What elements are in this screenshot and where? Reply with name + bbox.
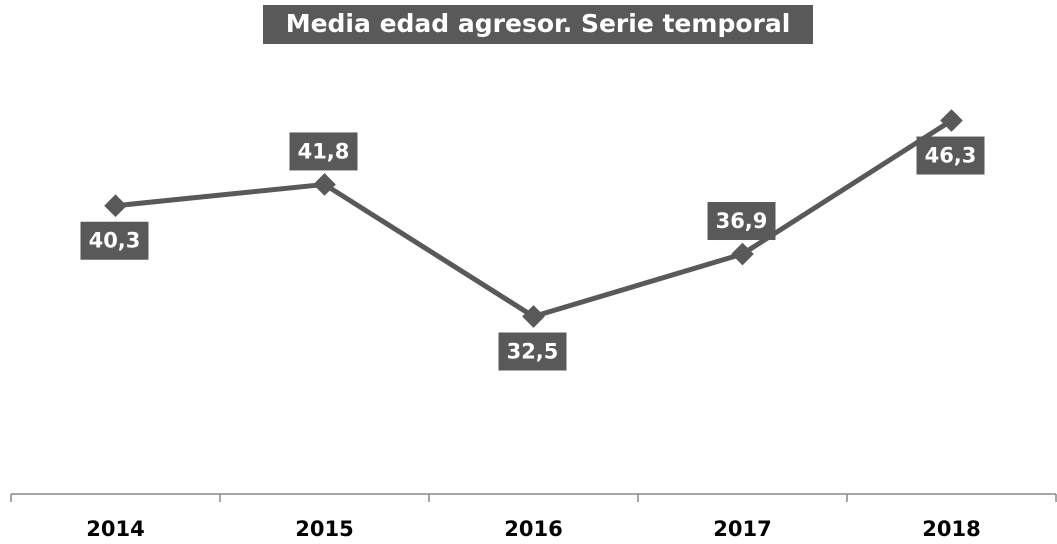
x-tick-label: 2014	[86, 517, 144, 541]
x-tick-label: 2016	[504, 517, 562, 541]
chart-title: Media edad agresor. Serie temporal	[286, 9, 791, 38]
title-box	[263, 5, 813, 44]
marker	[104, 194, 127, 218]
marker	[940, 109, 963, 132]
data-label: 36,9	[716, 209, 768, 233]
marker	[522, 305, 545, 328]
data-label: 40,3	[89, 229, 141, 253]
data-label-box	[916, 136, 985, 175]
data-label: 41,8	[298, 139, 350, 163]
x-tick-label: 2015	[295, 517, 353, 541]
x-tick-label: 2017	[713, 517, 771, 541]
line	[115, 118, 953, 319]
data-label: 46,3	[925, 144, 977, 168]
data-label: 32,5	[507, 340, 559, 364]
data-label-box	[707, 202, 776, 241]
data-label-box	[498, 332, 567, 371]
data-label-box	[289, 132, 358, 171]
data-label-box	[80, 221, 149, 260]
x-tick-label: 2018	[922, 517, 980, 541]
